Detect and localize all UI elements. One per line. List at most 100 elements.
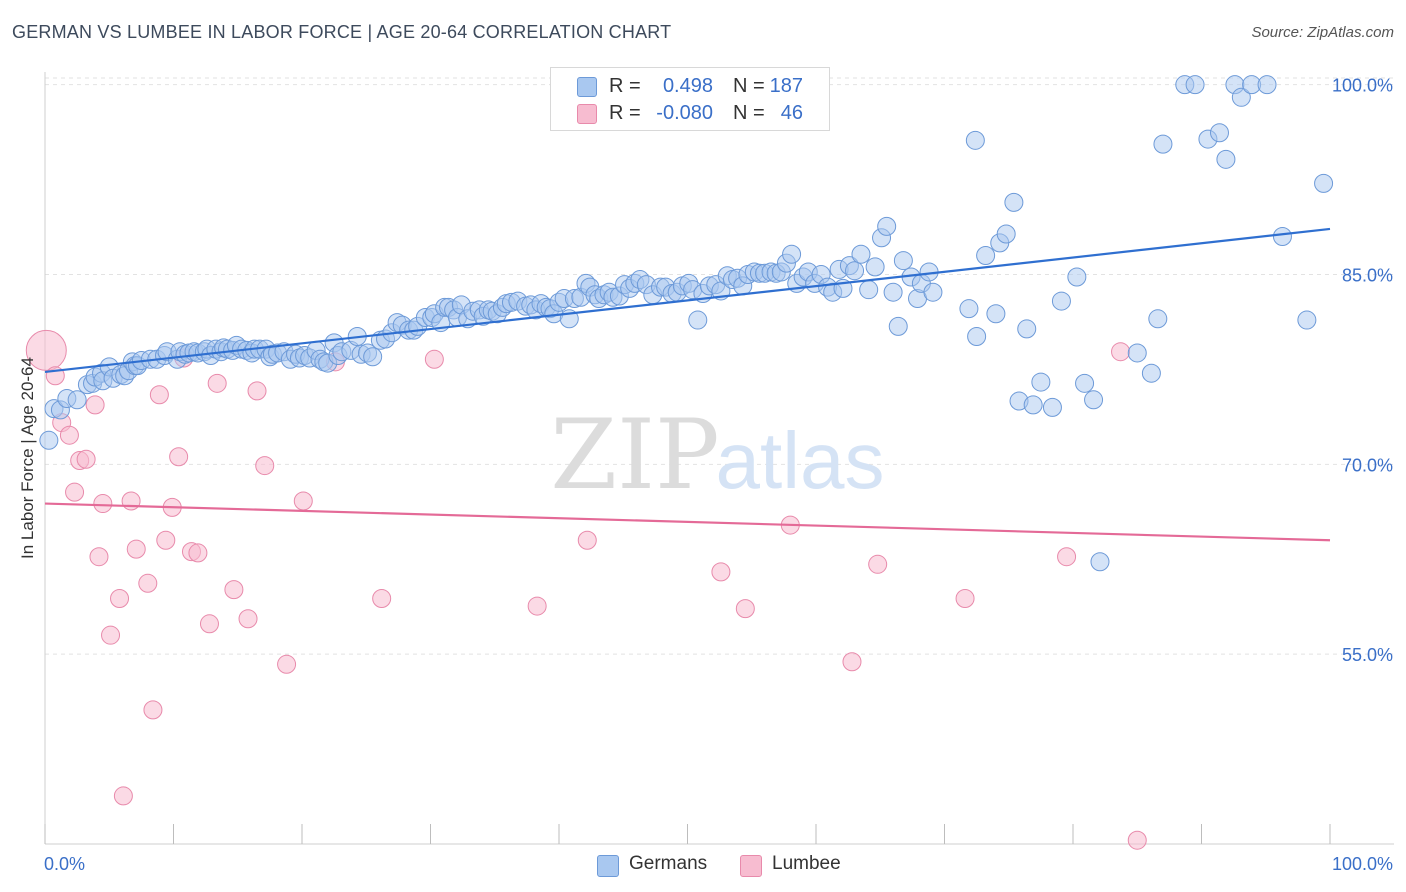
germans-point: [1185, 75, 1205, 95]
legend-n-label: N =: [733, 75, 765, 97]
legend-r-label: R =: [609, 102, 641, 124]
lumbee-point: [277, 654, 297, 674]
germans-point: [1231, 87, 1251, 107]
germans-point: [1042, 397, 1062, 417]
bottom-label-germans: Germans: [629, 853, 708, 874]
lumbee-point: [1057, 547, 1077, 567]
germans-point: [967, 327, 987, 347]
lumbee-point: [424, 349, 444, 369]
lumbee-point: [143, 700, 163, 720]
lumbee-point: [955, 588, 975, 608]
lumbee-point: [842, 652, 862, 672]
germans-point: [1051, 291, 1071, 311]
germans-point: [1031, 372, 1051, 392]
lumbee-point: [868, 554, 888, 574]
lumbee-point: [110, 588, 130, 608]
legend-n-value: 46: [780, 102, 803, 124]
legend-n-label: N =: [733, 102, 765, 124]
bottom-label-lumbee: Lumbee: [772, 853, 841, 874]
lumbee-point: [113, 786, 133, 806]
legend-r-label: R =: [609, 75, 641, 97]
germans-points: [39, 75, 1334, 572]
lumbee-point: [1127, 830, 1147, 850]
legend-r-value: -0.080: [656, 102, 713, 124]
bottom-swatch-germans: [597, 855, 619, 877]
lumbee-point: [169, 447, 189, 467]
lumbee-point: [527, 596, 547, 616]
legend-n-value: 187: [769, 75, 803, 97]
germans-point: [1017, 319, 1037, 339]
lumbee-point: [59, 425, 79, 445]
legend-r-value: 0.498: [662, 75, 713, 97]
germans-point: [923, 282, 943, 302]
y-tick-label: 70.0%: [1342, 455, 1393, 475]
germans-point: [1127, 343, 1147, 363]
lumbee-point: [293, 491, 313, 511]
lumbee-point: [188, 543, 208, 563]
germans-point: [1297, 310, 1317, 330]
lumbee-point: [93, 494, 113, 514]
germans-point: [986, 304, 1006, 324]
trend-lines: [44, 227, 1331, 542]
germans-point: [877, 216, 897, 236]
legend-row-lumbee: R = -0.080 N = 46: [551, 100, 829, 128]
germans-point: [1216, 149, 1236, 169]
lumbee-point: [577, 530, 597, 550]
germans-point: [1004, 192, 1024, 212]
germans-point: [888, 316, 908, 336]
axes: [44, 72, 1394, 845]
lumbee-point: [65, 482, 85, 502]
germans-point: [688, 310, 708, 330]
germans-point: [39, 430, 59, 450]
bottom-legend-germans: Germans: [597, 852, 727, 878]
lumbee-point: [25, 329, 67, 371]
germans-point: [1153, 134, 1173, 154]
bottom-swatch-lumbee: [740, 855, 762, 877]
lumbee-point: [207, 373, 227, 393]
lumbee-point: [247, 381, 267, 401]
germans-point: [959, 299, 979, 319]
legend-row-germans: R = 0.498 N = 187: [551, 73, 829, 101]
germans-point: [1075, 373, 1095, 393]
germans-point: [1023, 395, 1043, 415]
correlation-legend: R = 0.498 N = 187 R = -0.080 N = 46: [550, 67, 830, 131]
lumbee-point: [121, 491, 141, 511]
germans-point: [1314, 173, 1334, 193]
lumbee-point: [89, 547, 109, 567]
germans-point: [965, 130, 985, 150]
lumbee-points: [25, 329, 1147, 850]
lumbee-point: [255, 456, 275, 476]
lumbee-point: [224, 580, 244, 600]
germans-point: [1141, 363, 1161, 383]
y-tick-label: 85.0%: [1342, 265, 1393, 285]
watermark-zip: ZIP: [550, 399, 719, 511]
source-label: Source: ZipAtlas.com: [1251, 24, 1394, 41]
germans-point: [1209, 123, 1229, 143]
germans-point: [893, 251, 913, 271]
chart-title: GERMAN VS LUMBEE IN LABOR FORCE | AGE 20…: [12, 22, 672, 42]
lumbee-point: [76, 449, 96, 469]
germans-point: [845, 261, 865, 281]
lumbee-point: [101, 625, 121, 645]
germans-point: [1257, 75, 1277, 95]
germans-point: [976, 246, 996, 266]
germans-point: [859, 280, 879, 300]
lumbee-point: [1111, 342, 1131, 362]
lumbee-point: [735, 599, 755, 619]
x-tick-label: 0.0%: [44, 854, 85, 874]
lumbee-point: [85, 395, 105, 415]
lumbee-point: [238, 609, 258, 629]
germans-point: [782, 244, 802, 264]
germans-point: [1148, 309, 1168, 329]
legend-swatch-lumbee: [577, 104, 597, 124]
germans-point: [363, 347, 383, 367]
lumbee-point: [138, 573, 158, 593]
germans-point: [996, 224, 1016, 244]
germans-point: [1090, 552, 1110, 572]
germans-point: [1067, 267, 1087, 287]
lumbee-point: [126, 539, 146, 559]
lumbee-point: [156, 530, 176, 550]
germans-point: [1084, 390, 1104, 410]
